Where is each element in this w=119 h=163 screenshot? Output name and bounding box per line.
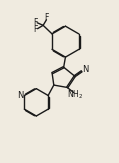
Text: F: F <box>33 18 37 27</box>
Text: NH$_2$: NH$_2$ <box>67 89 83 101</box>
Text: N: N <box>82 65 88 74</box>
Text: F: F <box>44 14 49 22</box>
Text: N: N <box>17 91 23 100</box>
Text: F: F <box>33 25 38 34</box>
